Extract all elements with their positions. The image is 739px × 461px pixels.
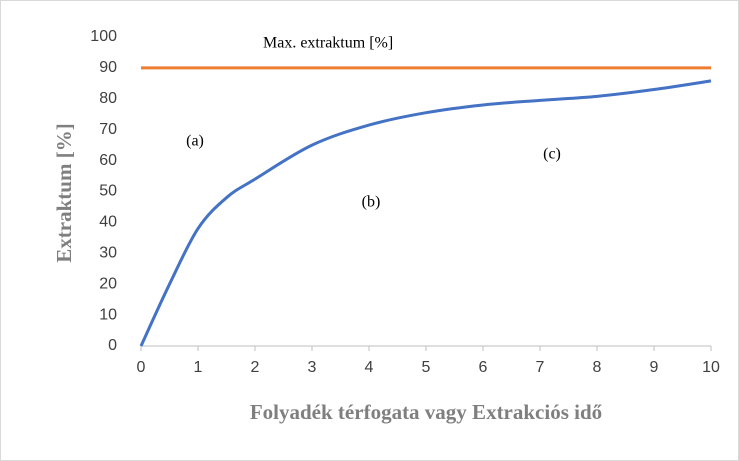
x-tick-label: 1 <box>194 359 203 376</box>
y-tick-label: 50 <box>99 183 117 200</box>
x-tick-label: 0 <box>137 359 146 376</box>
x-axis-title: Folyadék térfogata vagy Extrakciós idő <box>250 400 602 424</box>
y-tick-label: 30 <box>99 245 117 262</box>
x-tick-label: 6 <box>479 359 488 376</box>
y-tick-label: 40 <box>99 214 117 231</box>
y-tick-label: 70 <box>99 121 117 138</box>
annotation: (b) <box>362 194 381 211</box>
annotation: (c) <box>543 146 561 163</box>
y-tick-label: 0 <box>108 337 117 354</box>
x-tick-label: 4 <box>365 359 374 376</box>
x-tick-label: 2 <box>251 359 260 376</box>
x-tick-label: 9 <box>650 359 659 376</box>
x-tick-label: 10 <box>702 359 720 376</box>
series-label: Max. extraktum [%] <box>263 35 393 52</box>
x-tick-label: 8 <box>593 359 602 376</box>
y-tick-label: 80 <box>99 90 117 107</box>
x-tick-label: 7 <box>536 359 545 376</box>
y-tick-label: 20 <box>99 275 117 292</box>
annotation: (a) <box>186 133 204 150</box>
x-tick-label: 3 <box>308 359 317 376</box>
x-tick-label: 5 <box>422 359 431 376</box>
y-tick-label: 10 <box>99 306 117 323</box>
y-tick-label: 100 <box>90 28 117 45</box>
y-tick-label: 60 <box>99 152 117 169</box>
y-axis-title: Extraktum [%] <box>52 123 76 262</box>
series-line <box>139 79 712 347</box>
y-tick-label: 90 <box>99 59 117 76</box>
